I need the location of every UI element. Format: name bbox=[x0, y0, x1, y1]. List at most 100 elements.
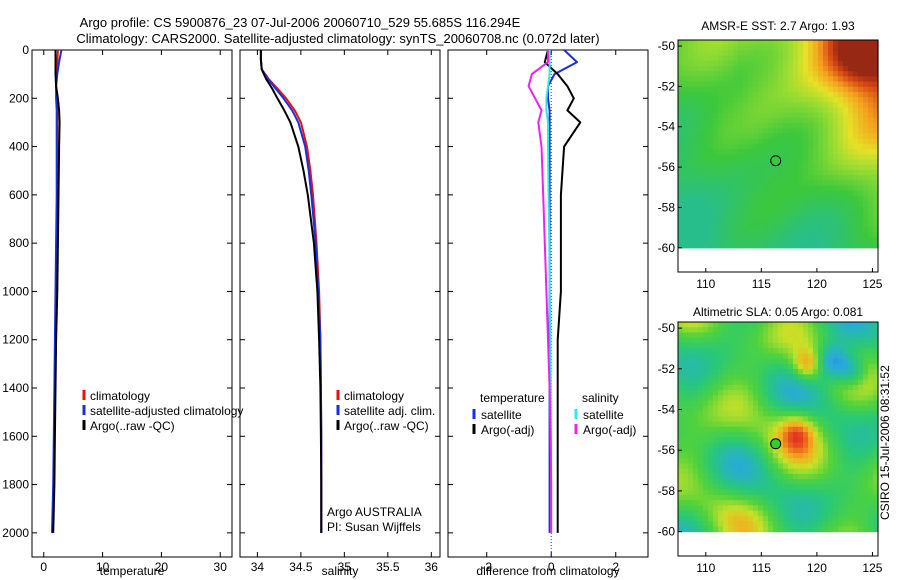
sst_map-cell bbox=[783, 180, 789, 187]
sst_map-cell bbox=[823, 195, 829, 202]
temperature-y-tick-label: 1200 bbox=[2, 333, 29, 347]
sst_map-cell bbox=[683, 133, 689, 140]
sst_map-cell bbox=[833, 81, 839, 88]
sst_map-cell bbox=[808, 102, 814, 109]
sst_map-cell bbox=[823, 190, 829, 197]
sla_map-cell bbox=[703, 526, 709, 533]
sst_map-cell bbox=[843, 86, 849, 93]
sla_map-cell bbox=[873, 342, 879, 349]
sst_map-cell bbox=[733, 65, 739, 72]
sst_map-cell bbox=[868, 180, 874, 187]
sla_map-cell bbox=[768, 400, 774, 407]
sla_map-cell bbox=[753, 384, 759, 391]
sla_map-cell bbox=[778, 416, 784, 423]
sla_map-cell bbox=[678, 390, 684, 396]
sst_map-cell bbox=[873, 211, 879, 218]
sla_map-cell bbox=[823, 374, 829, 381]
sla_map-cell bbox=[823, 337, 829, 344]
sst_map-cell bbox=[728, 60, 734, 67]
sst_map-cell bbox=[793, 175, 799, 181]
sla_map-cell bbox=[698, 353, 704, 360]
sla_map-cell bbox=[803, 395, 809, 402]
difference-legend-label: Argo(-adj) bbox=[583, 423, 636, 437]
sla_map-cell bbox=[798, 379, 804, 386]
sst_map-cell bbox=[843, 65, 849, 72]
sla_map-cell bbox=[698, 369, 704, 375]
sla_map-cell bbox=[703, 432, 709, 438]
sla_map-cell bbox=[813, 447, 819, 454]
temperature-legend-label: Argo(..raw -QC) bbox=[90, 419, 175, 433]
sla_map-cell bbox=[748, 426, 754, 433]
temperature-plot: 0 10 20 30020040060080010001200140016001800… bbox=[2, 43, 243, 578]
sla_map-cell bbox=[753, 322, 759, 328]
sla_map-cell bbox=[853, 473, 859, 480]
sst_map-cell bbox=[718, 237, 724, 244]
sla_map-cell bbox=[838, 416, 844, 423]
sla_map-cell bbox=[753, 479, 759, 486]
sla_map-cell bbox=[758, 353, 764, 360]
sst_map-cell bbox=[868, 169, 874, 176]
sla_map-cell bbox=[853, 395, 859, 402]
sla_map-cell bbox=[853, 484, 859, 491]
sst_map-cell bbox=[773, 91, 779, 98]
sla_map-cell bbox=[828, 515, 834, 522]
sst_map-cell bbox=[838, 112, 844, 119]
sst_map-cell bbox=[813, 86, 819, 93]
sst_map-cell bbox=[738, 149, 744, 155]
sla_map-cell bbox=[793, 521, 799, 527]
sst_map-cell bbox=[753, 206, 759, 213]
sst_map-cell bbox=[763, 190, 769, 197]
sst_map-cell bbox=[688, 128, 694, 135]
sst_map-cell bbox=[698, 216, 704, 223]
sst_map-cell bbox=[763, 169, 769, 176]
sla_map-cell bbox=[863, 484, 869, 491]
sst_map-cell bbox=[683, 138, 689, 145]
sst_map-cell bbox=[758, 143, 764, 150]
sst_map-cell bbox=[843, 138, 849, 145]
sla_map-cell bbox=[788, 452, 794, 459]
sst_map-cell bbox=[738, 71, 744, 77]
sla_map-cell bbox=[733, 332, 739, 339]
sla_map-cell bbox=[818, 500, 824, 506]
sst_map-cell bbox=[803, 107, 809, 114]
sst_map-cell bbox=[768, 50, 774, 57]
sst_map-cell bbox=[693, 180, 699, 187]
sst_map-cell bbox=[763, 107, 769, 114]
sst_map-cell bbox=[693, 97, 699, 103]
sst_map-cell bbox=[868, 190, 874, 197]
sst_map-cell bbox=[783, 81, 789, 88]
sla_map-cell bbox=[798, 458, 804, 465]
sla_map-cell bbox=[843, 484, 849, 491]
sst_map-cell bbox=[693, 60, 699, 67]
sla_map-cell bbox=[808, 400, 814, 407]
sla_map-cell bbox=[748, 505, 754, 512]
sla_map-cell bbox=[733, 353, 739, 360]
sst_map-cell bbox=[803, 128, 809, 135]
sst_map-cell bbox=[818, 55, 824, 62]
sla_map-cell bbox=[858, 510, 864, 517]
sst_map-cell bbox=[838, 180, 844, 187]
sla_map-cell bbox=[768, 494, 774, 501]
sst_map-cell bbox=[713, 195, 719, 202]
sst_map-cell bbox=[683, 123, 689, 129]
sst_map-cell bbox=[863, 107, 869, 114]
sst_map-cell bbox=[793, 201, 799, 207]
sla_map-cell bbox=[843, 473, 849, 480]
sla_map-cell bbox=[793, 353, 799, 360]
sst_map-cell bbox=[703, 190, 709, 197]
sla_map-cell bbox=[853, 363, 859, 370]
sst_map-cell bbox=[753, 149, 759, 155]
sla_map-cell bbox=[743, 463, 749, 470]
sst_map-cell bbox=[863, 216, 869, 223]
sst_map-cell bbox=[863, 232, 869, 238]
sla_map-cell bbox=[803, 526, 809, 533]
sla_map-cell bbox=[783, 358, 789, 365]
sla_map-cell bbox=[853, 390, 859, 396]
sst_map-cell bbox=[798, 221, 804, 228]
sst_map-cell bbox=[758, 216, 764, 223]
sst_map-cell bbox=[798, 86, 804, 93]
sst_map-cell bbox=[763, 195, 769, 202]
sst_map-cell bbox=[823, 91, 829, 98]
sla_map-cell bbox=[858, 337, 864, 344]
